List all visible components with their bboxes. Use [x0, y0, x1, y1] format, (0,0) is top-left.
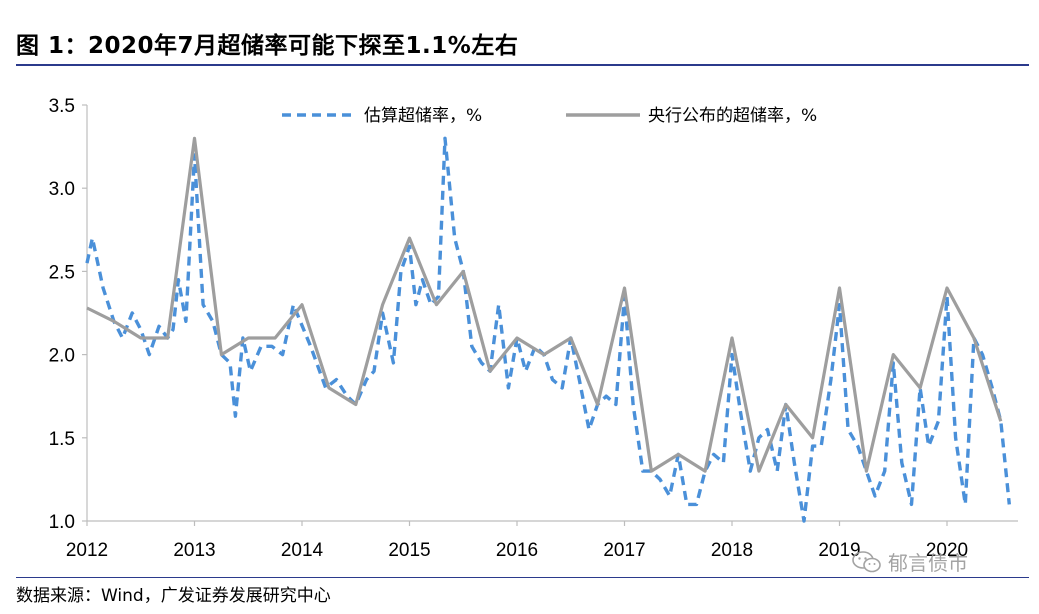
x-tick-label: 2019 — [818, 540, 860, 561]
x-tick-label: 2012 — [66, 540, 108, 561]
x-tick-label: 2016 — [496, 540, 538, 561]
y-tick-label: 1.0 — [49, 512, 75, 533]
legend-label-1: 估算超储率，% — [364, 106, 482, 126]
x-tick-label: 2020 — [926, 540, 968, 561]
x-tick-label: 2013 — [173, 540, 215, 561]
chart-legend: 估算超储率，% 央行公布的超储率，% — [282, 106, 817, 126]
x-tick-label: 2018 — [711, 540, 753, 561]
source-divider — [16, 577, 1029, 578]
figure-title: 图 1：2020年7月超储率可能下探至1.1%左右 — [16, 33, 519, 59]
source-note: 数据来源：Wind，广发证券发展研究中心 — [16, 586, 331, 606]
y-tick-label: 1.5 — [49, 429, 75, 450]
y-tick-label: 3.0 — [49, 179, 75, 200]
watermark: 郁言债市 — [852, 547, 968, 576]
x-tick-label: 2015 — [388, 540, 430, 561]
legend-label-2: 央行公布的超储率，% — [648, 106, 817, 126]
chart-axes — [86, 105, 1018, 522]
x-tick-label: 2017 — [603, 540, 645, 561]
x-axis-ticks: 2012 2013 2014 2015 2016 2017 2018 2019 2020 — [66, 521, 968, 561]
chart-series — [85, 136, 1011, 523]
y-tick-label: 3.5 — [49, 96, 75, 117]
series-line-1 — [85, 136, 1011, 523]
y-tick-label: 2.5 — [49, 262, 75, 283]
title-underline — [16, 64, 1029, 66]
watermark-text: 郁言债市 — [888, 551, 968, 575]
x-tick-label: 2014 — [281, 540, 324, 561]
y-axis-ticks: 1.0 1.5 2.0 2.5 3.0 3.5 — [49, 96, 87, 533]
wechat-icon — [852, 550, 881, 572]
y-tick-label: 2.0 — [49, 346, 75, 367]
series-line-2 — [86, 136, 1003, 473]
